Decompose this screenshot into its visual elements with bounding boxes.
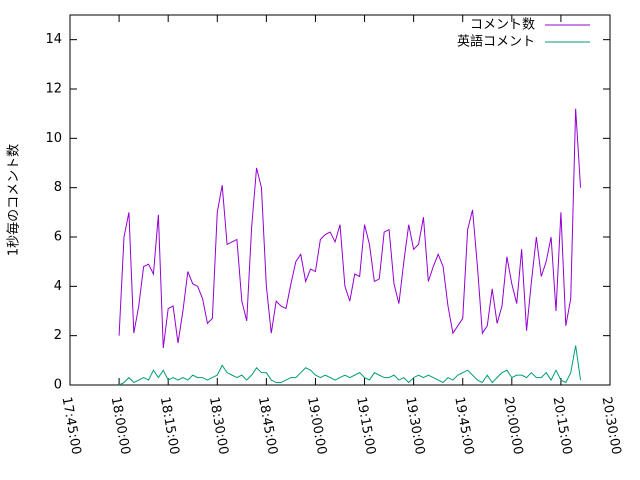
x-tick-label: 18:45:00 (255, 396, 280, 456)
x-tick-label: 18:30:00 (206, 396, 231, 456)
x-tick-label: 20:00:00 (500, 396, 525, 456)
x-tick-label: 18:00:00 (108, 396, 133, 456)
x-tick-label: 19:15:00 (353, 396, 378, 456)
x-tick-label: 18:15:00 (157, 396, 182, 456)
x-tick-label: 20:30:00 (599, 396, 624, 456)
x-tick-label: 19:45:00 (451, 396, 476, 456)
y-axis-label: 1秒毎のコメント数 (6, 144, 22, 256)
y-tick-label: 6 (54, 230, 62, 245)
plot-border (69, 14, 611, 386)
y-tick-label: 12 (45, 82, 62, 97)
y-tick-label: 0 (54, 378, 62, 393)
y-tick-label: 14 (45, 32, 62, 47)
series-line (118, 108, 582, 349)
y-tick-label: 8 (54, 180, 62, 195)
legend-label: 英語コメント (457, 34, 535, 50)
legend-label: コメント数 (470, 18, 535, 33)
series-line (118, 345, 582, 386)
x-tick-label: 17:45:00 (59, 396, 84, 456)
y-tick-label: 2 (54, 328, 62, 343)
y-tick-label: 4 (54, 279, 62, 294)
x-tick-label: 20:15:00 (550, 396, 575, 456)
x-tick-label: 19:00:00 (304, 396, 329, 456)
x-tick-label: 19:30:00 (402, 396, 427, 456)
y-tick-label: 10 (45, 131, 62, 146)
